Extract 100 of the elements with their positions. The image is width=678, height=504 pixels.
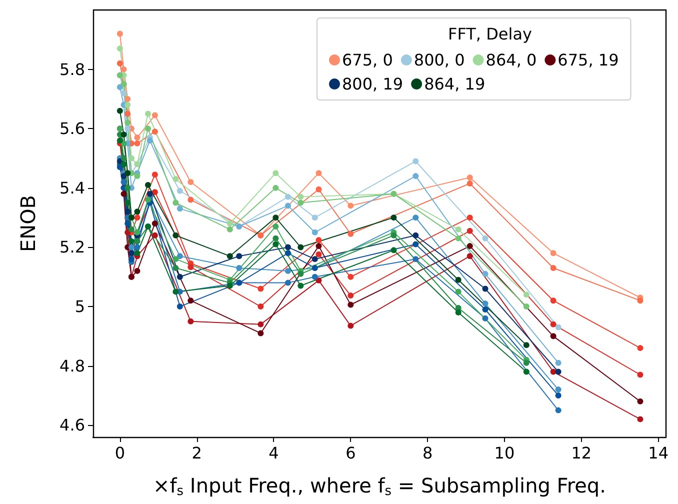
point [298, 194, 304, 200]
point [555, 324, 562, 330]
legend-label: 675, 0 [342, 50, 393, 70]
point [134, 173, 140, 180]
point [455, 288, 462, 295]
point [348, 302, 354, 308]
point [152, 232, 158, 238]
point [316, 237, 322, 244]
point [312, 274, 318, 280]
point [412, 232, 419, 238]
point [124, 126, 131, 132]
point [176, 206, 183, 212]
point [176, 274, 183, 280]
point [152, 220, 158, 226]
point [298, 282, 304, 289]
point [550, 250, 556, 256]
point [637, 298, 644, 304]
point [226, 226, 233, 232]
point [348, 322, 354, 329]
point [145, 110, 151, 117]
point [134, 134, 140, 141]
point [284, 268, 291, 274]
point [116, 137, 123, 144]
point [272, 214, 279, 221]
x-tick-label: 0 [114, 444, 126, 462]
point [272, 184, 279, 191]
point [236, 264, 242, 271]
point [128, 238, 134, 244]
point [120, 90, 127, 96]
point [134, 214, 140, 221]
x-tick-label: 2 [192, 444, 202, 462]
point [466, 253, 473, 260]
legend-label: 675, 19 [558, 50, 619, 70]
point [466, 214, 473, 221]
point [226, 282, 233, 289]
point [272, 235, 279, 242]
point [348, 202, 354, 209]
point [455, 309, 462, 316]
point [316, 243, 322, 250]
point [455, 276, 462, 283]
point [550, 333, 556, 340]
point [298, 270, 304, 277]
point [272, 170, 279, 176]
point [145, 126, 151, 132]
point [120, 178, 127, 185]
point [412, 158, 419, 164]
point [120, 132, 127, 138]
point [348, 274, 354, 280]
point [316, 251, 322, 258]
point [637, 372, 644, 378]
x-tick-label: 12 [571, 444, 592, 462]
point [152, 189, 158, 196]
point [146, 190, 153, 197]
legend-label: 864, 19 [424, 74, 486, 94]
point [116, 84, 123, 90]
point [128, 256, 134, 262]
point [316, 170, 322, 176]
point [272, 223, 279, 230]
point [145, 182, 151, 188]
point [116, 46, 123, 52]
point [523, 368, 530, 375]
point [124, 102, 131, 108]
point [236, 253, 242, 260]
point [124, 208, 131, 215]
point [258, 286, 264, 292]
point [152, 172, 158, 178]
point [412, 256, 419, 262]
point [172, 256, 179, 262]
point [134, 140, 140, 146]
point [298, 244, 304, 250]
point [188, 178, 194, 185]
point [550, 264, 556, 271]
point [188, 196, 194, 203]
x-tick-label: 6 [346, 444, 356, 462]
point [128, 250, 134, 256]
point [284, 194, 291, 200]
y-tick-label: 5.8 [60, 60, 85, 79]
point [412, 241, 419, 248]
legend-label: 800, 19 [342, 74, 404, 94]
point [466, 180, 473, 186]
point [188, 318, 194, 324]
point [482, 306, 488, 312]
point [523, 360, 530, 366]
point [555, 386, 562, 393]
point [482, 315, 488, 322]
point [523, 304, 530, 310]
point [637, 345, 644, 352]
point [550, 321, 556, 328]
point [172, 264, 179, 271]
point [390, 247, 397, 254]
point [312, 256, 318, 262]
y-tick-label: 5.6 [60, 119, 85, 138]
legend-label: 800, 0 [414, 50, 465, 70]
point [466, 174, 473, 181]
point [298, 200, 304, 206]
point [172, 288, 179, 295]
point [637, 398, 644, 404]
point [226, 253, 233, 260]
point [412, 173, 419, 180]
point [390, 232, 397, 238]
